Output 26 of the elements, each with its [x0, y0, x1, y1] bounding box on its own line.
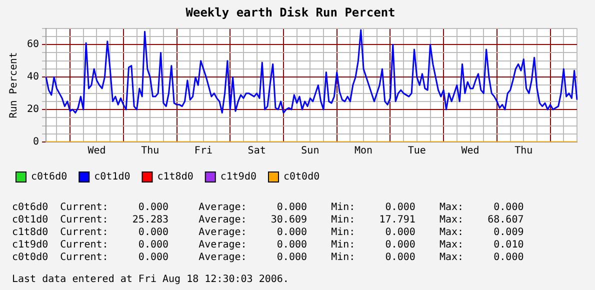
y-tick-label: 60	[26, 39, 40, 50]
y-tick-label: 20	[26, 104, 40, 116]
legend-label: c0t1d0	[94, 172, 130, 183]
chart-title: Weekly earth Disk Run Percent	[186, 5, 396, 20]
legend-label: c0t0d0	[283, 172, 320, 183]
text: c0t6d0 Current: 0.000 Average: 0.000 Min: 0.000 Max: 0.000	[12, 202, 524, 213]
x-tick-label: Wed	[88, 146, 106, 157]
text: c0t1d0 Current: 25.283 Average: 30.609 Min: 17.791 Max: 68.607	[12, 214, 524, 226]
x-tick-label: Fri	[194, 146, 212, 157]
y-tick-label: 0	[33, 136, 40, 148]
text: Last data entered at Fri Aug 18 12:30:03 2006.	[12, 274, 289, 285]
x-tick-label: Mon	[354, 146, 373, 157]
x-tick-label: Thu	[514, 146, 533, 157]
legend-label: c1t9d0	[220, 172, 256, 183]
y-tick-label: 40	[26, 72, 40, 83]
text: c0t0d0 Current: 0.000 Average: 0.000 Min: 0.000 Max: 0.000	[12, 252, 524, 263]
y-axis-title: Run Percent	[8, 52, 20, 118]
x-tick-label: Sun	[301, 146, 320, 157]
x-tick-label: Tue	[408, 146, 426, 157]
legend-label: c0t6d0	[31, 172, 68, 183]
x-tick-label: Wed	[461, 146, 480, 157]
x-tick-label: Sat	[248, 146, 266, 157]
text: c1t9d0 Current: 0.000 Average: 0.000 Min: 0.000 Max: 0.010	[12, 240, 524, 250]
x-tick-label: Thu	[141, 146, 160, 157]
text: c1t8d0 Current: 0.000 Average: 0.000 Min: 0.000 Max: 0.009	[12, 227, 524, 238]
legend-label: c1t8d0	[157, 172, 194, 183]
